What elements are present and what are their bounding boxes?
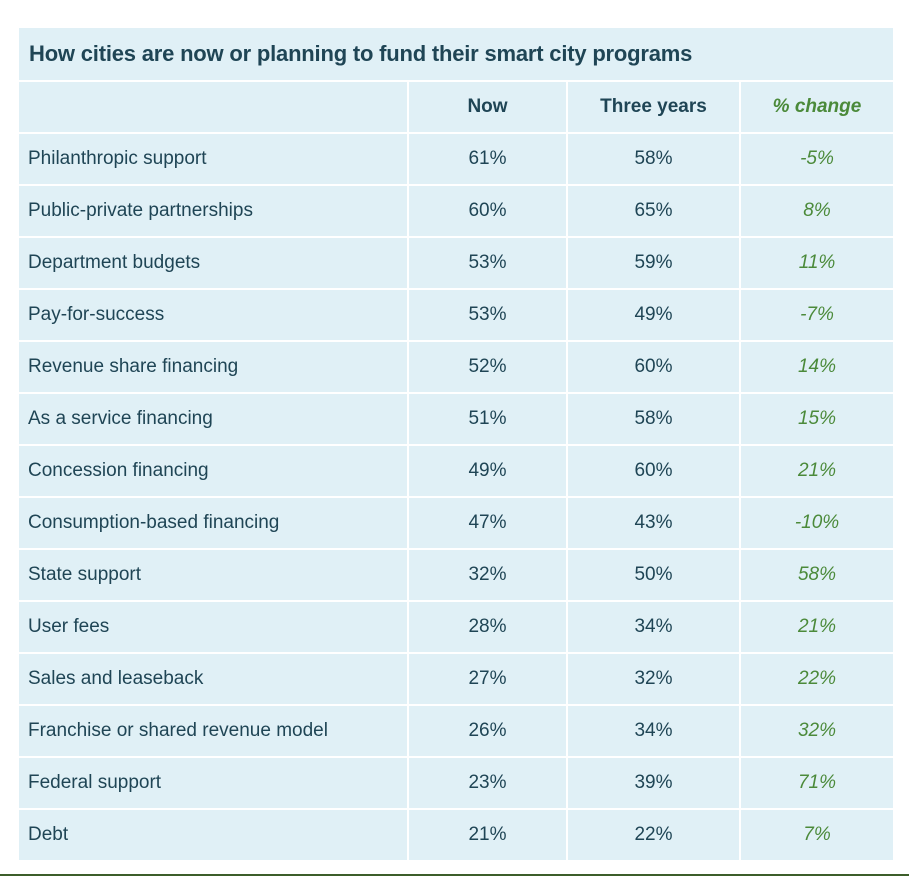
change-value: -7%	[741, 290, 893, 340]
change-value: 21%	[741, 602, 893, 652]
change-value: 11%	[741, 238, 893, 288]
bottom-rule	[0, 874, 909, 876]
table-row: User fees 28% 34% 21%	[19, 602, 893, 652]
table-title-row: How cities are now or planning to fund t…	[19, 28, 893, 80]
now-value: 53%	[409, 238, 566, 288]
now-value: 61%	[409, 134, 566, 184]
table-title: How cities are now or planning to fund t…	[29, 41, 693, 66]
three-years-value: 32%	[568, 654, 739, 704]
change-value: 22%	[741, 654, 893, 704]
now-value: 47%	[409, 498, 566, 548]
change-value: 58%	[741, 550, 893, 600]
now-value: 60%	[409, 186, 566, 236]
header-percent-change: % change	[741, 82, 893, 132]
row-label: Franchise or shared revenue model	[19, 706, 407, 756]
row-label: Pay-for-success	[19, 290, 407, 340]
three-years-value: 39%	[568, 758, 739, 808]
change-value: 21%	[741, 446, 893, 496]
three-years-value: 58%	[568, 394, 739, 444]
table-row: Public-private partnerships 60% 65% 8%	[19, 186, 893, 236]
row-label: User fees	[19, 602, 407, 652]
table-row: State support 32% 50% 58%	[19, 550, 893, 600]
row-label: State support	[19, 550, 407, 600]
table-row: Federal support 23% 39% 71%	[19, 758, 893, 808]
three-years-value: 59%	[568, 238, 739, 288]
now-value: 52%	[409, 342, 566, 392]
table-row: Department budgets 53% 59% 11%	[19, 238, 893, 288]
now-value: 49%	[409, 446, 566, 496]
row-label: Debt	[19, 810, 407, 860]
row-label: Department budgets	[19, 238, 407, 288]
change-value: 8%	[741, 186, 893, 236]
now-value: 53%	[409, 290, 566, 340]
three-years-value: 60%	[568, 446, 739, 496]
three-years-value: 34%	[568, 602, 739, 652]
row-label: Philanthropic support	[19, 134, 407, 184]
table-row: Franchise or shared revenue model 26% 34% 3…	[19, 706, 893, 756]
three-years-value: 50%	[568, 550, 739, 600]
now-value: 51%	[409, 394, 566, 444]
now-value: 21%	[409, 810, 566, 860]
row-label: Public-private partnerships	[19, 186, 407, 236]
table-row: Consumption-based financing 47% 43% -10%	[19, 498, 893, 548]
now-value: 26%	[409, 706, 566, 756]
three-years-value: 22%	[568, 810, 739, 860]
header-three-years: Three years	[568, 82, 739, 132]
change-value: 32%	[741, 706, 893, 756]
table-row: Debt 21% 22% 7%	[19, 810, 893, 860]
now-value: 27%	[409, 654, 566, 704]
row-label: Consumption-based financing	[19, 498, 407, 548]
header-now: Now	[409, 82, 566, 132]
now-value: 32%	[409, 550, 566, 600]
row-label: Concession financing	[19, 446, 407, 496]
row-label: Federal support	[19, 758, 407, 808]
three-years-value: 65%	[568, 186, 739, 236]
table-row: Philanthropic support 61% 58% -5%	[19, 134, 893, 184]
three-years-value: 60%	[568, 342, 739, 392]
funding-table: How cities are now or planning to fund t…	[19, 28, 893, 862]
table-row: Concession financing 49% 60% 21%	[19, 446, 893, 496]
three-years-value: 43%	[568, 498, 739, 548]
header-row: Now Three years % change	[19, 82, 893, 132]
row-label: As a service financing	[19, 394, 407, 444]
row-label: Sales and leaseback	[19, 654, 407, 704]
row-label: Revenue share financing	[19, 342, 407, 392]
change-value: 71%	[741, 758, 893, 808]
three-years-value: 34%	[568, 706, 739, 756]
table-row: As a service financing 51% 58% 15%	[19, 394, 893, 444]
change-value: 7%	[741, 810, 893, 860]
now-value: 23%	[409, 758, 566, 808]
table-row: Revenue share financing 52% 60% 14%	[19, 342, 893, 392]
header-blank	[19, 82, 407, 132]
change-value: 14%	[741, 342, 893, 392]
table-row: Sales and leaseback 27% 32% 22%	[19, 654, 893, 704]
change-value: 15%	[741, 394, 893, 444]
three-years-value: 58%	[568, 134, 739, 184]
three-years-value: 49%	[568, 290, 739, 340]
change-value: -10%	[741, 498, 893, 548]
now-value: 28%	[409, 602, 566, 652]
table-row: Pay-for-success 53% 49% -7%	[19, 290, 893, 340]
change-value: -5%	[741, 134, 893, 184]
